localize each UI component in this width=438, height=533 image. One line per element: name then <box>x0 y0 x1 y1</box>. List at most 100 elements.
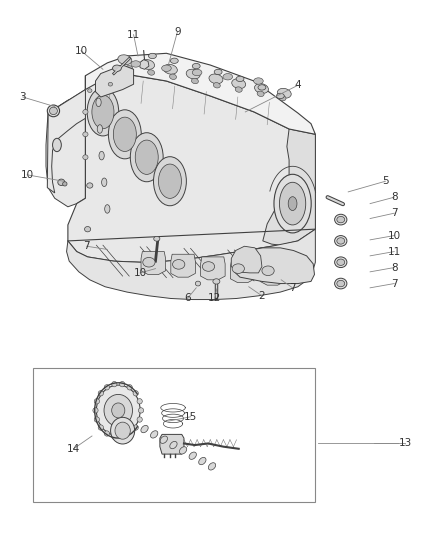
Ellipse shape <box>335 236 347 246</box>
Ellipse shape <box>195 281 201 286</box>
Text: 8: 8 <box>391 263 398 272</box>
Ellipse shape <box>104 385 110 390</box>
Ellipse shape <box>120 434 125 439</box>
Ellipse shape <box>113 117 136 151</box>
Ellipse shape <box>104 431 110 436</box>
Ellipse shape <box>148 53 156 59</box>
Ellipse shape <box>236 76 244 82</box>
Polygon shape <box>260 262 285 285</box>
Polygon shape <box>141 252 166 274</box>
Ellipse shape <box>88 88 92 93</box>
Text: 3: 3 <box>19 92 26 102</box>
Ellipse shape <box>141 425 148 433</box>
Ellipse shape <box>112 403 125 418</box>
Ellipse shape <box>105 205 110 213</box>
Polygon shape <box>201 257 225 280</box>
Polygon shape <box>46 74 123 207</box>
Ellipse shape <box>232 79 246 88</box>
Ellipse shape <box>112 382 117 387</box>
Ellipse shape <box>113 65 121 71</box>
Text: 10: 10 <box>74 46 88 55</box>
Polygon shape <box>139 60 149 69</box>
Ellipse shape <box>96 385 140 436</box>
Text: 7: 7 <box>289 283 296 293</box>
Ellipse shape <box>85 227 91 232</box>
Ellipse shape <box>151 431 158 438</box>
Ellipse shape <box>110 417 135 444</box>
Ellipse shape <box>92 95 114 128</box>
Ellipse shape <box>202 262 215 271</box>
Ellipse shape <box>143 257 155 267</box>
Text: 14: 14 <box>67 444 80 454</box>
Ellipse shape <box>108 82 113 86</box>
Ellipse shape <box>126 66 133 71</box>
Ellipse shape <box>93 408 98 413</box>
Ellipse shape <box>154 237 160 241</box>
Ellipse shape <box>254 84 268 93</box>
Ellipse shape <box>337 216 345 223</box>
Text: 6: 6 <box>184 294 191 303</box>
Bar <box>33 368 315 502</box>
Text: 10: 10 <box>21 170 34 180</box>
Text: 11: 11 <box>127 30 140 39</box>
Text: 15: 15 <box>184 412 197 422</box>
Ellipse shape <box>192 69 202 76</box>
Ellipse shape <box>258 85 266 90</box>
Ellipse shape <box>279 182 306 225</box>
Ellipse shape <box>47 105 60 117</box>
Text: 8: 8 <box>391 192 398 202</box>
Ellipse shape <box>94 399 99 404</box>
Ellipse shape <box>112 434 117 439</box>
Ellipse shape <box>102 178 107 187</box>
Ellipse shape <box>235 87 242 92</box>
Ellipse shape <box>53 138 61 152</box>
Ellipse shape <box>141 60 155 69</box>
Ellipse shape <box>192 63 200 69</box>
Ellipse shape <box>131 133 163 182</box>
Ellipse shape <box>96 98 101 107</box>
Ellipse shape <box>135 140 158 174</box>
Ellipse shape <box>279 95 286 101</box>
Polygon shape <box>231 246 262 273</box>
Ellipse shape <box>133 425 138 430</box>
Text: 7: 7 <box>391 279 398 288</box>
Ellipse shape <box>223 74 233 80</box>
Ellipse shape <box>98 425 103 430</box>
Ellipse shape <box>133 391 138 396</box>
Text: 10: 10 <box>134 268 147 278</box>
Ellipse shape <box>288 197 297 211</box>
Ellipse shape <box>191 78 198 84</box>
Polygon shape <box>232 248 314 284</box>
Ellipse shape <box>138 408 144 413</box>
Ellipse shape <box>213 279 220 284</box>
Text: 4: 4 <box>294 80 301 90</box>
Ellipse shape <box>209 74 223 84</box>
Ellipse shape <box>127 431 132 436</box>
Ellipse shape <box>137 399 142 404</box>
Ellipse shape <box>99 151 104 160</box>
Ellipse shape <box>254 78 263 84</box>
Ellipse shape <box>115 422 131 439</box>
Ellipse shape <box>83 155 88 160</box>
Ellipse shape <box>180 447 187 454</box>
Ellipse shape <box>160 436 167 443</box>
Ellipse shape <box>49 107 57 115</box>
Polygon shape <box>48 95 85 128</box>
Ellipse shape <box>335 278 347 289</box>
Text: 5: 5 <box>382 176 389 186</box>
Ellipse shape <box>232 264 244 273</box>
Ellipse shape <box>159 164 181 198</box>
Ellipse shape <box>262 266 274 276</box>
Polygon shape <box>95 65 134 97</box>
Text: 7: 7 <box>391 208 398 218</box>
Ellipse shape <box>87 88 119 136</box>
Ellipse shape <box>257 91 264 96</box>
Ellipse shape <box>58 179 65 185</box>
Ellipse shape <box>104 394 132 426</box>
Polygon shape <box>230 260 255 282</box>
Ellipse shape <box>170 74 177 79</box>
Ellipse shape <box>335 257 347 268</box>
Text: 9: 9 <box>174 27 181 37</box>
Ellipse shape <box>189 452 196 459</box>
Ellipse shape <box>337 238 345 244</box>
